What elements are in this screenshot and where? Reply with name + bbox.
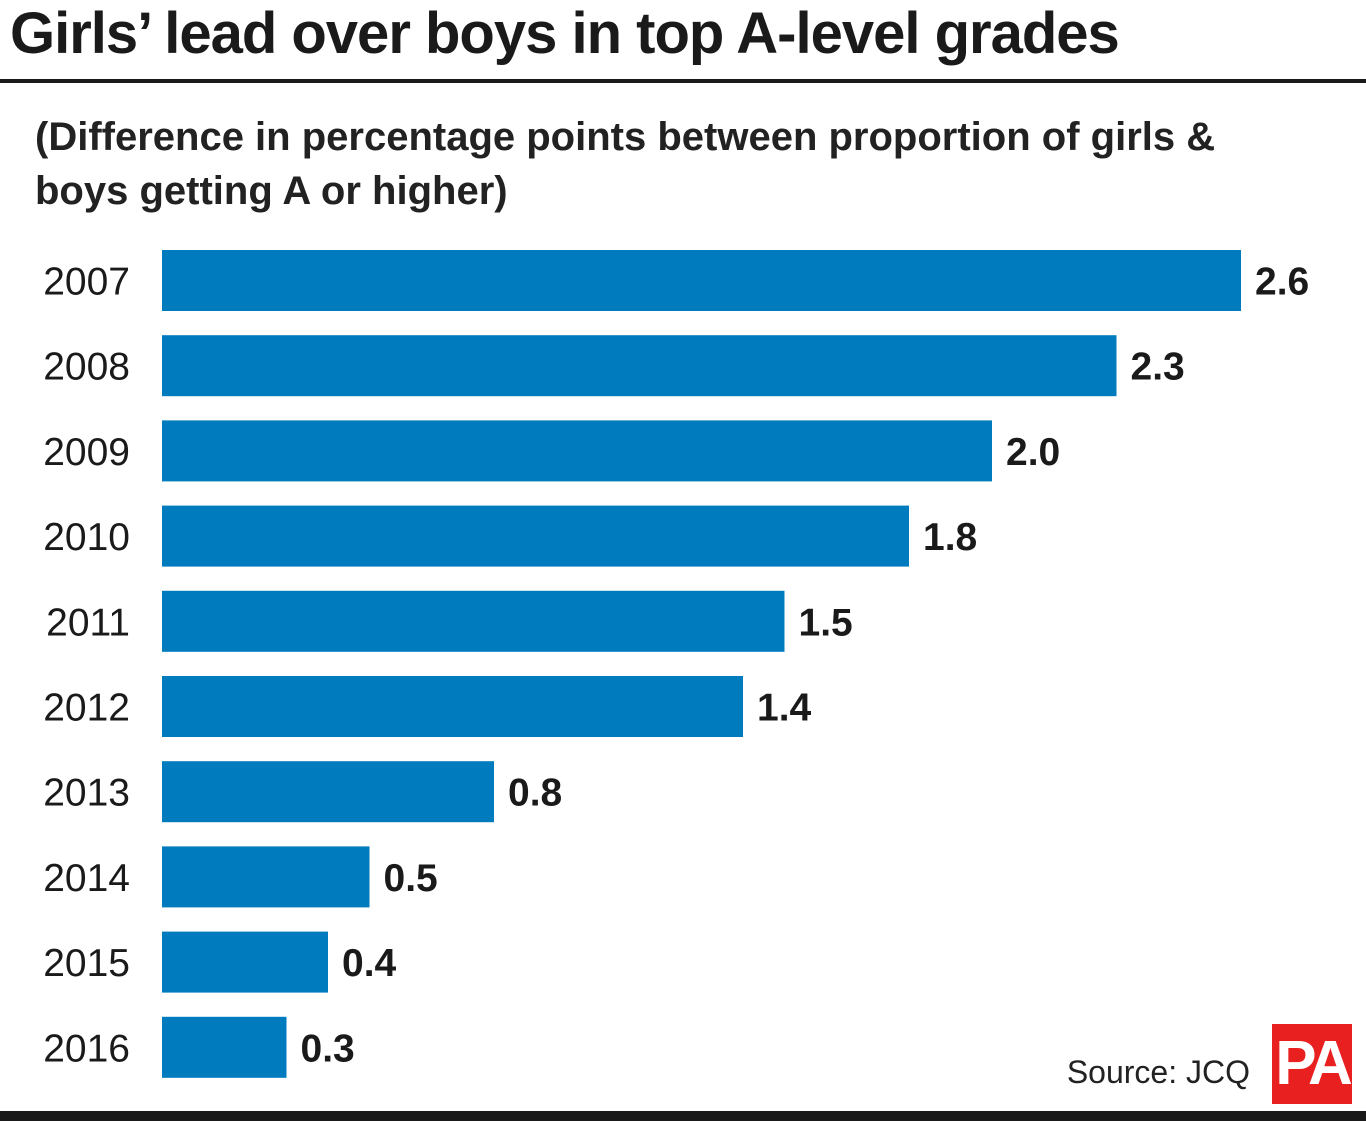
bar-2010	[162, 505, 909, 567]
value-label-2012: 1.4	[757, 687, 812, 730]
category-label-2016: 2016	[43, 1027, 130, 1070]
title-divider	[0, 79, 1366, 83]
category-label-2009: 2009	[43, 431, 130, 474]
category-label-2010: 2010	[43, 516, 130, 559]
source-note: Source: JCQ	[1066, 1054, 1250, 1090]
chart-subtitle: (Difference in percentage points between…	[35, 115, 1216, 213]
bar-2009	[162, 420, 992, 482]
value-label-2010: 1.8	[923, 516, 977, 559]
value-label-2014: 0.5	[384, 857, 438, 900]
bar-2012	[162, 676, 743, 737]
bar-2007	[162, 250, 1241, 311]
category-label-2011: 2011	[46, 601, 130, 644]
value-label-2008: 2.3	[1131, 346, 1185, 389]
category-label-2014: 2014	[43, 857, 130, 900]
category-label-2007: 2007	[43, 261, 130, 304]
chart-title: Girls’ lead over boys in top A-level gra…	[10, 1, 1120, 66]
bar-2014	[162, 846, 370, 908]
bar-2011	[162, 590, 785, 652]
value-label-2016: 0.3	[301, 1027, 355, 1070]
value-label-2009: 2.0	[1006, 431, 1060, 474]
bar-2016	[162, 1016, 287, 1078]
value-label-2015: 0.4	[342, 942, 397, 985]
value-label-2013: 0.8	[508, 772, 562, 815]
category-label-2013: 2013	[43, 772, 130, 815]
value-label-2007: 2.6	[1255, 261, 1309, 304]
bar-2008	[162, 335, 1117, 397]
category-label-2015: 2015	[43, 942, 130, 985]
bar-2015	[162, 931, 328, 993]
category-label-2012: 2012	[43, 687, 130, 730]
pa-logo: PA	[1272, 1024, 1353, 1104]
category-label-2008: 2008	[43, 346, 130, 389]
bar-2013	[162, 761, 494, 823]
footer-divider	[0, 1111, 1366, 1121]
value-label-2011: 1.5	[799, 601, 853, 644]
